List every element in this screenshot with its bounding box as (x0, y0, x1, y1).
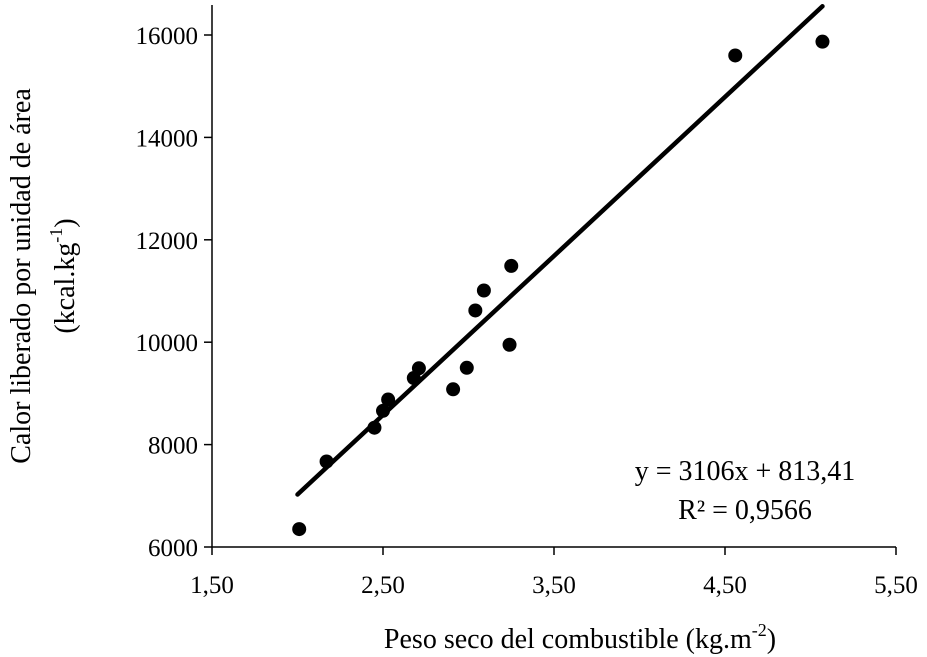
y-axis: 6000 8000 10000 12000 14000 16000 (136, 5, 213, 562)
y-axis-title: Calor liberado por unidad de área (kcal.… (6, 88, 81, 464)
data-point (815, 34, 830, 49)
r-squared-label: R² = 0,9566 (678, 495, 812, 526)
data-point (728, 48, 743, 63)
x-tick-label: 5,50 (874, 572, 918, 599)
y-tick-label: 10000 (136, 330, 199, 357)
y-tick-label: 14000 (136, 125, 199, 152)
y-axis-title-line1: Calor liberado por unidad de área (6, 88, 37, 464)
x-axis-title: Peso seco del combustible (kg.m-2) (384, 620, 776, 655)
data-point (446, 382, 461, 397)
data-point (502, 337, 517, 352)
data-point (468, 303, 483, 318)
y-tick-label: 12000 (136, 228, 199, 255)
x-tick-label: 4,50 (703, 572, 747, 599)
data-point (504, 258, 519, 273)
data-point (319, 454, 334, 469)
data-point (411, 361, 426, 376)
data-point (381, 392, 396, 407)
y-tick-label: 8000 (148, 433, 198, 460)
trendline-equation: y = 3106x + 813,41 (635, 456, 856, 487)
x-tick-label: 2,50 (361, 572, 405, 599)
data-point (459, 360, 474, 375)
data-point (367, 420, 382, 435)
y-tick-label: 6000 (148, 535, 198, 562)
data-point (476, 283, 491, 298)
data-points (292, 34, 830, 537)
x-tick-label: 3,50 (532, 572, 576, 599)
y-axis-title-line2: (kcal.kg-1) (46, 218, 81, 333)
x-axis: 1,50 2,50 3,50 4,50 5,50 (190, 546, 918, 599)
data-point (376, 403, 390, 418)
x-tick-label: 1,50 (190, 572, 234, 599)
y-tick-label: 16000 (136, 23, 199, 50)
data-point (292, 522, 307, 537)
